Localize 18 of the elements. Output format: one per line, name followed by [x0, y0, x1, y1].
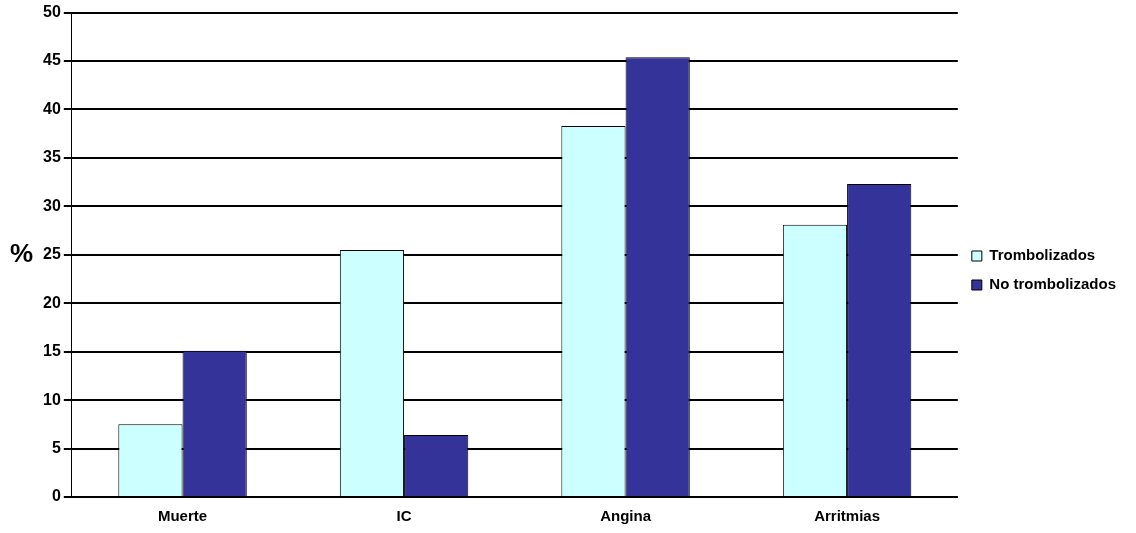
- y-tick-label: 35: [43, 148, 61, 166]
- y-tick-label: 30: [43, 196, 61, 214]
- x-tick-label: Angina: [600, 507, 652, 525]
- y-tick-label: 5: [51, 438, 61, 456]
- y-tick-label: 10: [43, 390, 61, 408]
- y-tick-label: 45: [43, 51, 61, 69]
- x-tick-label: Muerte: [157, 507, 208, 525]
- x-tick-label: IC: [396, 507, 412, 525]
- y-tick-label: 25: [43, 245, 61, 263]
- y-tick-label: 40: [43, 99, 61, 117]
- y-tick-label: 0: [51, 487, 61, 505]
- y-tick-label: 20: [43, 293, 61, 311]
- legend-label: No trombolizados: [989, 275, 1117, 293]
- y-axis-title: %: [10, 237, 34, 268]
- y-tick-label: 50: [43, 3, 61, 21]
- legend-label: Trombolizados: [989, 246, 1096, 264]
- x-tick-label: Arritmias: [814, 507, 881, 525]
- y-tick-label: 15: [43, 342, 61, 360]
